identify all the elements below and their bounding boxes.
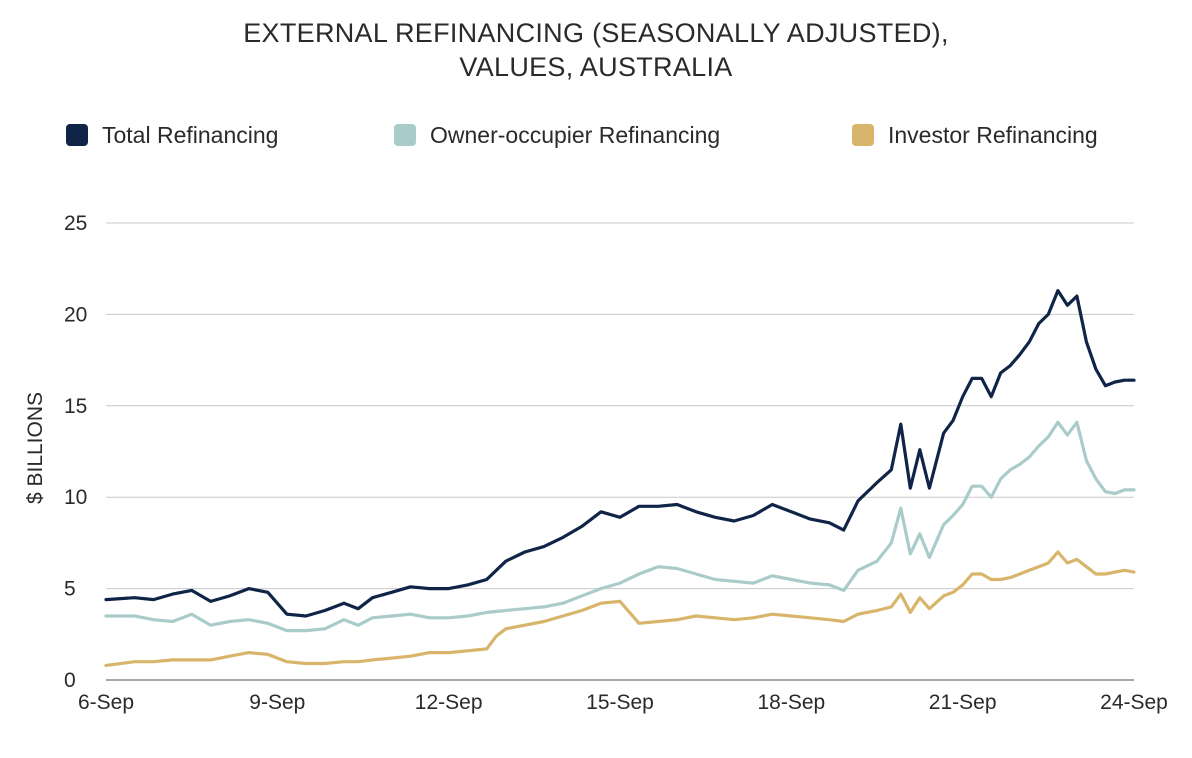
legend-swatch-investor — [852, 124, 874, 146]
legend-item-total: Total Refinancing — [66, 120, 278, 150]
x-tick-label: 18-Sep — [757, 691, 825, 714]
series-line-total — [104, 289, 1136, 618]
y-tick-label: 15 — [64, 395, 87, 418]
chart-title-line-2: VALUES, AUSTRALIA — [459, 52, 733, 82]
y-tick-label: 20 — [64, 303, 87, 326]
y-axis-ticks: 0 5 10 15 20 25 — [64, 212, 87, 692]
legend-label-total: Total Refinancing — [102, 121, 279, 148]
x-tick-label: 21-Sep — [929, 691, 997, 714]
y-axis-label: $ BILLIONS — [24, 392, 47, 504]
x-tick-label: 24-Sep — [1100, 691, 1168, 714]
y-tick-label: 5 — [64, 578, 76, 601]
x-tick-label: 9-Sep — [249, 691, 305, 714]
chart-title-line-1: EXTERNAL REFINANCING (SEASONALLY ADJUSTE… — [243, 18, 949, 48]
legend-item-owner: Owner-occupier Refinancing — [394, 120, 720, 150]
series-line-investor — [104, 550, 1136, 667]
series-lines — [104, 289, 1136, 667]
x-tick-label: 12-Sep — [415, 691, 483, 714]
legend-label-investor: Investor Refinancing — [888, 121, 1098, 148]
legend-label-owner: Owner-occupier Refinancing — [430, 121, 721, 148]
x-tick-label: 6-Sep — [78, 691, 134, 714]
series-line-owner — [104, 420, 1136, 633]
x-axis-ticks: 6-Sep 9-Sep 12-Sep 15-Sep 18-Sep 21-Sep 24-Sep — [78, 691, 1168, 714]
y-tick-label: 25 — [64, 212, 87, 235]
legend-item-investor: Investor Refinancing — [852, 120, 1098, 150]
y-tick-label: 0 — [64, 669, 76, 692]
legend-swatch-owner — [394, 124, 416, 146]
chart-title: EXTERNAL REFINANCING (SEASONALLY ADJUSTE… — [0, 16, 1192, 84]
legend-swatch-total — [66, 124, 88, 146]
gridlines — [106, 222, 1134, 681]
y-tick-label: 10 — [64, 486, 87, 509]
x-tick-label: 15-Sep — [586, 691, 654, 714]
